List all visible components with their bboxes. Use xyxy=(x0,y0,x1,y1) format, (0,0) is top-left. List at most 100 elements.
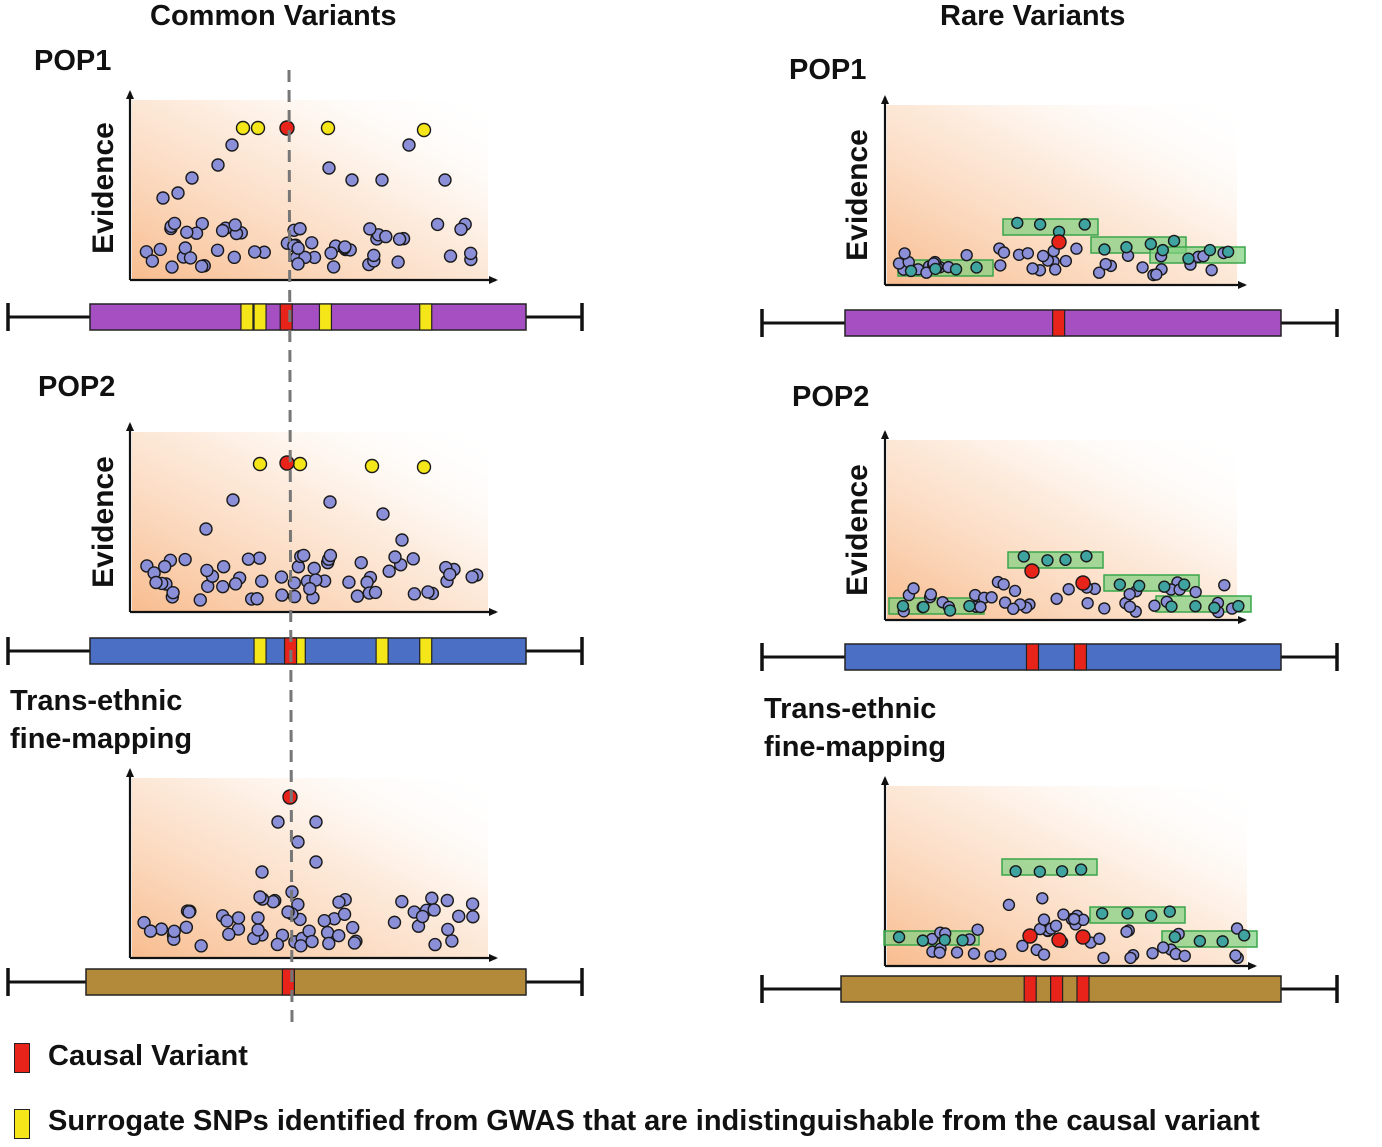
snp-point xyxy=(139,245,154,259)
snp-point xyxy=(1002,898,1016,912)
snp-point xyxy=(997,246,1011,259)
rare-pop1-label: POP1 xyxy=(789,54,867,86)
snp-point xyxy=(465,570,479,584)
snp-point xyxy=(309,855,323,869)
causal-variant-marker xyxy=(1023,975,1037,1003)
snp-point xyxy=(974,600,987,614)
snp-point xyxy=(1016,939,1029,953)
rare-snp-point xyxy=(970,261,983,274)
snp-point xyxy=(443,249,458,263)
snp-point xyxy=(231,911,246,925)
snp-point xyxy=(463,246,478,261)
snp-point xyxy=(332,928,346,943)
rare-snp-point xyxy=(1033,218,1047,231)
snp-point xyxy=(392,232,407,246)
snp-point xyxy=(391,255,405,269)
snp-point xyxy=(994,948,1007,961)
rare-snp-point xyxy=(938,933,951,947)
snp-point xyxy=(427,903,441,917)
snp-point xyxy=(270,937,285,952)
rare_pop2-gene-bar xyxy=(844,643,1282,671)
rare-snp-point xyxy=(943,604,957,617)
rare-snp-point xyxy=(1059,553,1072,567)
snp-point xyxy=(143,924,158,938)
snp-point xyxy=(274,570,289,584)
rare-snp-point xyxy=(1165,600,1178,613)
snp-point xyxy=(309,815,323,829)
causal-variant-marker xyxy=(1073,643,1088,671)
ld-block xyxy=(1001,858,1098,876)
causal-variant-legend-swatch xyxy=(14,1043,30,1073)
rare-snp-point xyxy=(1203,243,1217,257)
common_trans-gene-bar xyxy=(85,968,527,996)
snp-point xyxy=(291,897,305,912)
surrogate-snp-marker xyxy=(253,637,267,665)
rare-snp-point xyxy=(1121,907,1134,920)
snp-point xyxy=(907,582,920,595)
snp-point xyxy=(332,895,346,909)
snp-point xyxy=(1229,949,1242,962)
snp-point xyxy=(994,259,1007,272)
snp-point xyxy=(465,897,480,911)
snp-point xyxy=(185,171,199,185)
snp-point xyxy=(1067,912,1081,926)
rare-snp-point xyxy=(956,934,969,947)
surrogate-snp-point xyxy=(292,456,308,472)
common-trans-label: Trans-ethnic fine-mapping xyxy=(10,685,193,755)
snp-point xyxy=(225,138,239,152)
snp-point xyxy=(1036,249,1050,263)
snp-point xyxy=(388,550,402,564)
rare-snp-point xyxy=(1113,578,1127,591)
snp-point xyxy=(898,247,911,260)
rare-snp-point xyxy=(896,599,910,613)
snp-point xyxy=(376,507,390,521)
snp-point xyxy=(179,920,194,934)
snp-point xyxy=(337,907,352,921)
causal-variant-point xyxy=(1024,563,1040,579)
snp-point xyxy=(443,567,457,582)
snp-point xyxy=(960,248,973,262)
snp-point xyxy=(182,905,196,919)
snp-point xyxy=(291,257,305,271)
snp-point xyxy=(252,551,267,565)
rare-snp-point xyxy=(1168,930,1182,944)
snp-point xyxy=(228,577,243,591)
surrogate-snp-marker xyxy=(419,637,433,665)
common_pop2-gene-bar xyxy=(89,637,527,665)
causal-variant-marker xyxy=(1049,975,1064,1003)
surrogate-snp-legend-swatch xyxy=(14,1109,30,1139)
snp-point xyxy=(158,559,172,574)
causal-variant-point xyxy=(1075,575,1091,591)
snp-point xyxy=(193,593,207,607)
snp-point xyxy=(452,909,466,923)
surrogate-snp-marker xyxy=(419,303,433,331)
rare-snp-point xyxy=(1080,550,1093,563)
snp-point xyxy=(984,950,997,963)
snp-point xyxy=(354,555,368,570)
snp-point xyxy=(1037,913,1051,926)
rare-snp-point xyxy=(1189,600,1202,613)
snp-point xyxy=(215,223,230,238)
rare-snp-point xyxy=(1193,934,1207,948)
snp-point xyxy=(997,578,1010,591)
snp-point xyxy=(347,936,362,950)
common-pop2-label: POP2 xyxy=(38,371,116,403)
rare-trans-label: Trans-ethnic fine-mapping xyxy=(764,693,947,763)
snp-point xyxy=(971,923,984,936)
snp-point xyxy=(167,216,182,231)
surrogate-snp-point xyxy=(235,120,251,136)
snp-point xyxy=(156,191,170,205)
snp-point xyxy=(1070,242,1083,255)
rare-snp-point xyxy=(916,934,930,947)
common-pop1-label: POP1 xyxy=(34,45,112,77)
snp-point xyxy=(165,260,179,274)
snp-point xyxy=(255,574,269,588)
causal-variant-point xyxy=(279,120,295,136)
rare-snp-point xyxy=(1132,579,1146,593)
snp-point xyxy=(338,240,352,254)
rare-snp-point xyxy=(1144,237,1158,251)
snp-point xyxy=(407,587,422,601)
ld-block xyxy=(1161,930,1258,948)
snp-point xyxy=(323,548,338,563)
snp-point xyxy=(220,914,234,928)
